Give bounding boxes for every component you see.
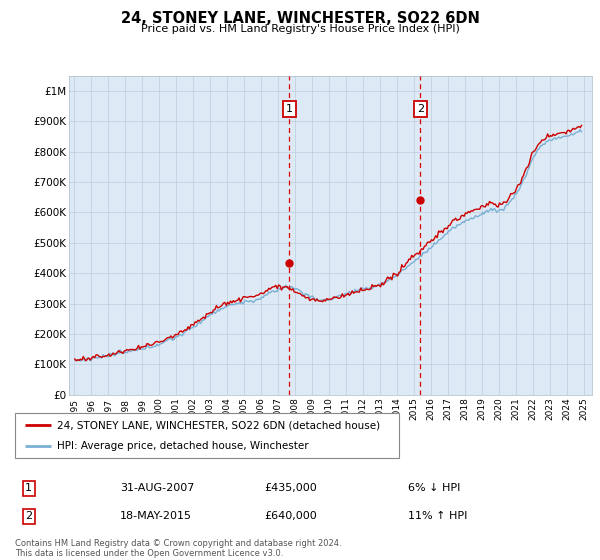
Text: 1: 1 [286, 104, 293, 114]
Text: Contains HM Land Registry data © Crown copyright and database right 2024.
This d: Contains HM Land Registry data © Crown c… [15, 539, 341, 558]
Text: 31-AUG-2007: 31-AUG-2007 [120, 483, 194, 493]
Text: 6% ↓ HPI: 6% ↓ HPI [408, 483, 460, 493]
Text: 2: 2 [416, 104, 424, 114]
Text: £435,000: £435,000 [264, 483, 317, 493]
Text: HPI: Average price, detached house, Winchester: HPI: Average price, detached house, Winc… [57, 441, 309, 451]
Text: 11% ↑ HPI: 11% ↑ HPI [408, 511, 467, 521]
Text: 24, STONEY LANE, WINCHESTER, SO22 6DN (detached house): 24, STONEY LANE, WINCHESTER, SO22 6DN (d… [57, 421, 380, 431]
Text: 24, STONEY LANE, WINCHESTER, SO22 6DN: 24, STONEY LANE, WINCHESTER, SO22 6DN [121, 11, 479, 26]
Text: 18-MAY-2015: 18-MAY-2015 [120, 511, 192, 521]
Text: £640,000: £640,000 [264, 511, 317, 521]
Text: 2: 2 [25, 511, 32, 521]
Text: Price paid vs. HM Land Registry's House Price Index (HPI): Price paid vs. HM Land Registry's House … [140, 24, 460, 34]
Text: 1: 1 [25, 483, 32, 493]
